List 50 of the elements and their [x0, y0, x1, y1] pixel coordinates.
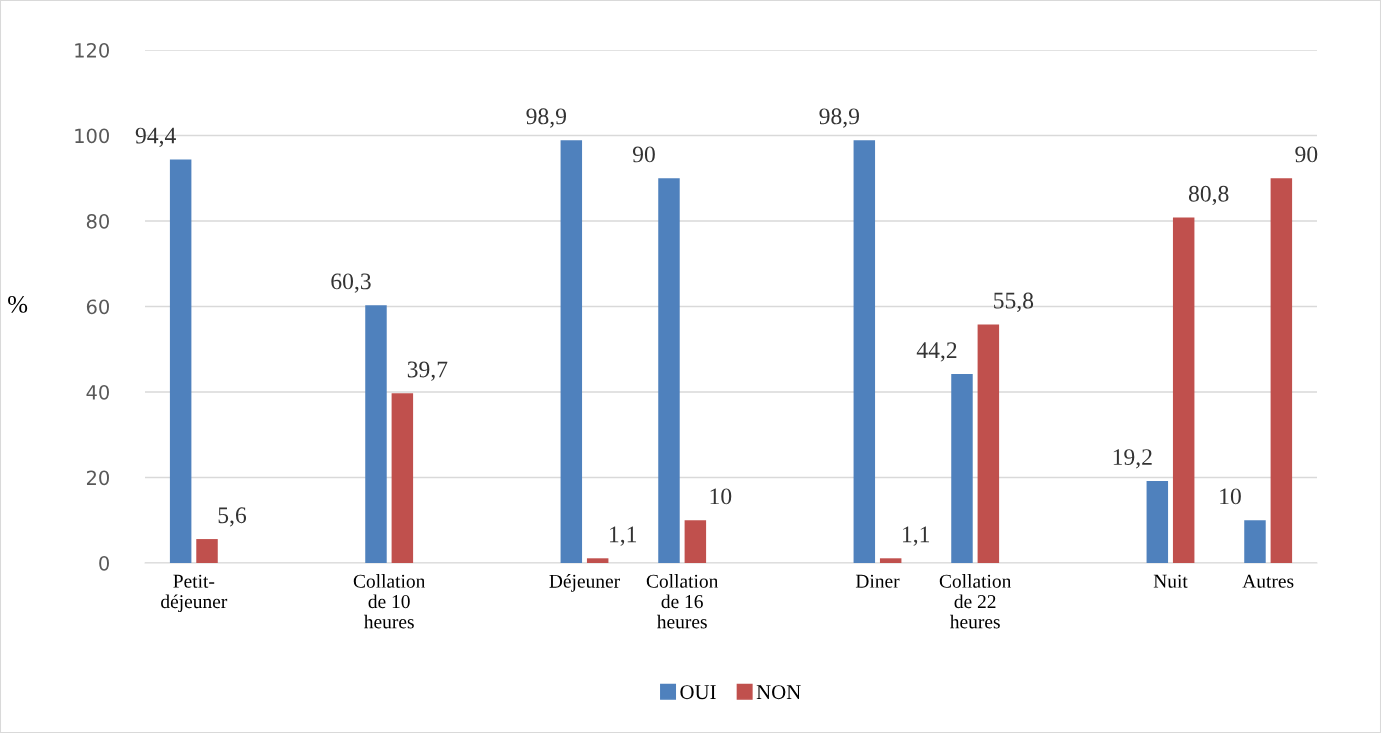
x-tick-label: Autres [1242, 574, 1294, 588]
data-label: 10 [1220, 488, 1241, 505]
data-label: 1,1 [610, 526, 637, 546]
x-tick-label: Nuit [1153, 574, 1188, 588]
bar [560, 140, 583, 563]
data-label: 10 [710, 488, 732, 505]
bar [1244, 520, 1266, 563]
data-label: 90 [632, 146, 655, 163]
y-axis-title: % [8, 295, 28, 313]
bar [879, 558, 902, 563]
y-tick-label: 60 [86, 299, 109, 315]
data-label: 39,7 [407, 361, 448, 381]
bar [196, 539, 218, 563]
x-tick-label: Collation de 10 heures [353, 574, 426, 629]
y-tick-label: 20 [86, 470, 109, 486]
data-label: 55,8 [994, 292, 1034, 312]
data-label: 5,6 [218, 507, 247, 527]
bar [977, 324, 1000, 563]
bar [658, 178, 680, 563]
data-label: 44,2 [916, 342, 957, 362]
y-tick-label: 80 [86, 213, 109, 229]
data-label: 19,2 [1113, 449, 1152, 469]
x-tick-label: Collation de 22 heures [939, 574, 1012, 629]
bar [684, 520, 707, 563]
y-tick-label: 120 [75, 42, 109, 58]
bar [586, 558, 609, 563]
bar [365, 305, 387, 563]
x-tick-label: Déjeuner [549, 574, 620, 592]
data-label: 90 [1295, 146, 1318, 163]
bar [853, 140, 876, 563]
y-tick-label: 0 [99, 555, 109, 571]
bar [1270, 178, 1293, 563]
bar [951, 374, 973, 563]
bar [1172, 217, 1195, 563]
data-label: 98,9 [526, 108, 567, 128]
bar [1146, 480, 1169, 563]
y-tick-label: 40 [86, 384, 109, 400]
legend-label: NON [756, 685, 801, 700]
data-label: 1,1 [903, 526, 930, 546]
bar [391, 393, 414, 563]
data-label: 80,8 [1188, 185, 1229, 206]
data-label: 94,4 [135, 127, 176, 147]
data-label: 60,3 [331, 273, 371, 293]
x-tick-label: Collation de 16 heures [646, 574, 719, 629]
x-tick-label: Petit- déjeuner [161, 574, 228, 613]
x-tick-label: Diner [855, 574, 900, 588]
y-tick-label: 100 [75, 128, 109, 144]
data-label: 98,9 [819, 108, 860, 128]
bar [169, 159, 192, 563]
legend-label: OUI [680, 685, 716, 700]
